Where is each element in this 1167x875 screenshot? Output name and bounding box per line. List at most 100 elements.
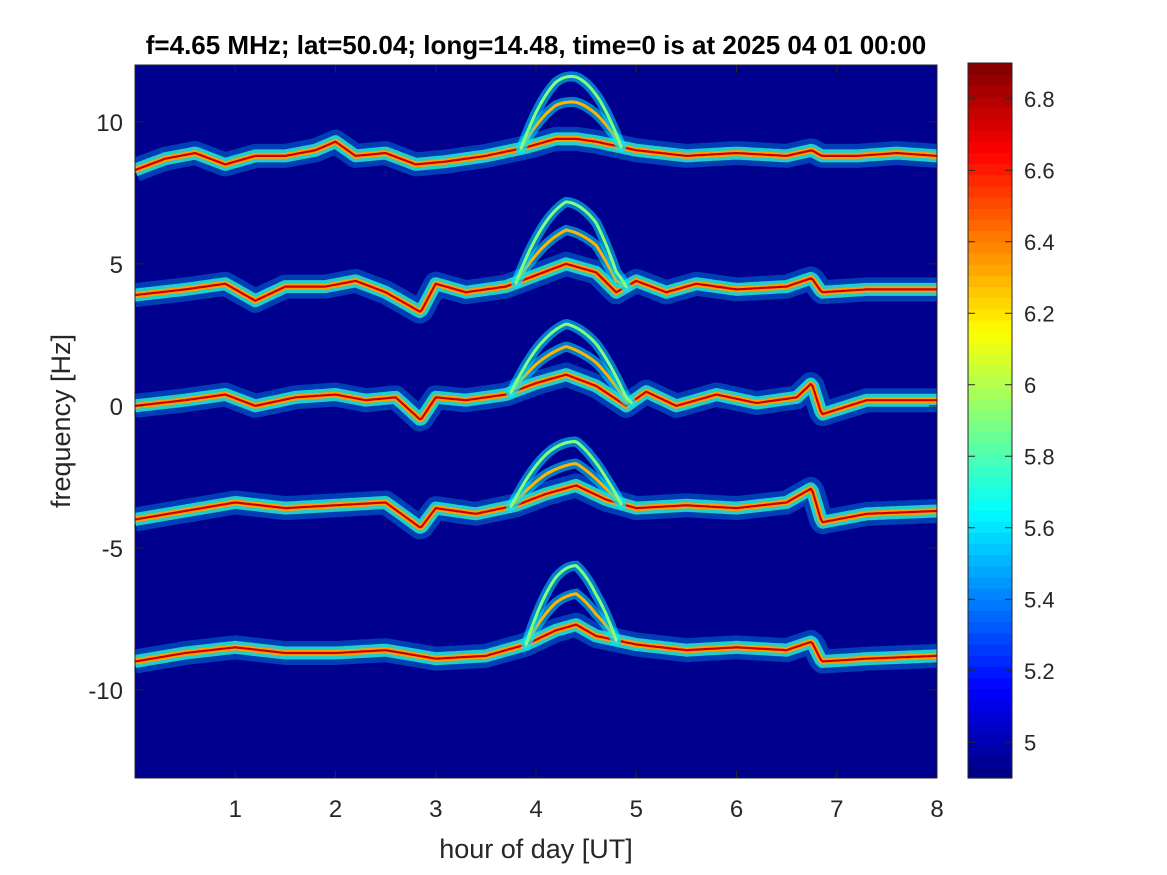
colorbar-segment <box>968 185 1012 198</box>
colorbar-segment <box>968 297 1012 310</box>
echo-arc-line <box>509 345 633 404</box>
colorbar-segment <box>968 375 1012 388</box>
colorbar-segment <box>968 342 1012 355</box>
colorbar-tick-label: 6.8 <box>1024 87 1055 112</box>
colorbar-segment <box>968 96 1012 109</box>
echo-arc-0-0 <box>511 224 632 292</box>
colorbar-segment <box>968 442 1012 455</box>
x-tick-label: 6 <box>730 796 743 823</box>
colorbar-segment <box>968 286 1012 299</box>
colorbar-segment <box>968 532 1012 544</box>
trace-3 <box>135 436 937 540</box>
colorbar-segment <box>968 733 1012 746</box>
echo-arc-line <box>509 439 623 508</box>
colorbar-segment <box>968 454 1012 466</box>
colorbar-segment <box>968 85 1012 98</box>
colorbar-segment <box>968 353 1012 366</box>
colorbar-segment <box>968 610 1012 623</box>
colorbar-segment <box>968 252 1012 265</box>
echo-arc-line <box>509 462 623 508</box>
colorbar-segment <box>968 74 1012 86</box>
colorbar-segment <box>968 208 1012 221</box>
trace-0 <box>135 71 937 182</box>
echo-arc-0-0 <box>516 96 627 154</box>
colorbar-segment <box>968 498 1012 511</box>
y-tick-label: -5 <box>102 536 123 563</box>
colorbar-segment <box>968 431 1012 444</box>
colorbar-segment <box>968 543 1012 556</box>
colorbar-segment <box>968 744 1012 757</box>
colorbar-segment <box>968 643 1012 656</box>
colorbar-segment <box>968 264 1012 276</box>
colorbar-segment <box>968 621 1012 634</box>
echo-arc-line <box>514 200 628 289</box>
colorbar-segment <box>968 632 1012 645</box>
colorbar-segment <box>968 319 1012 332</box>
x-axis: 1 2 3 4 5 6 7 8 <box>229 65 944 823</box>
colorbar-segment <box>968 576 1012 589</box>
trace-core <box>135 262 937 313</box>
colorbar-frame <box>967 62 1013 779</box>
y-axis-title: frequency [Hz] <box>46 334 76 508</box>
colorbar-segment <box>968 174 1012 187</box>
colorbar-segment <box>968 163 1012 176</box>
echo-arc-0-0 <box>505 341 637 408</box>
colorbar-segment <box>968 197 1012 209</box>
chart-title: f=4.65 MHz; lat=50.04; long=14.48, time=… <box>146 30 926 60</box>
echo-arc-0-1 <box>505 319 637 408</box>
spectral-traces <box>135 71 937 674</box>
echo-arc-0-1 <box>505 436 627 512</box>
colorbar-segment <box>968 666 1012 679</box>
colorbar-segment <box>968 677 1012 690</box>
colorbar-segment <box>968 141 1012 153</box>
echo-arc-line <box>519 100 623 150</box>
colorbar-segment <box>968 219 1012 232</box>
trace-core <box>135 484 937 529</box>
x-tick-label: 1 <box>229 796 242 823</box>
y-tick-label: 10 <box>96 110 123 137</box>
echo-arc-0-1 <box>521 560 622 650</box>
x-axis-title: hour of day [UT] <box>439 834 633 864</box>
colorbar-segment <box>968 364 1012 377</box>
colorbar-segment <box>968 655 1012 667</box>
echo-arc-0-0 <box>505 458 627 512</box>
colorbar-segment <box>968 230 1012 243</box>
colorbar-tick-label: 5.2 <box>1024 659 1055 684</box>
y-axis: 10 5 0 -5 -10 <box>88 110 937 705</box>
colorbar-segment <box>968 722 1012 734</box>
colorbar-segment <box>968 275 1012 288</box>
colorbar-segment <box>968 465 1012 477</box>
colorbar-tick-label: 6.2 <box>1024 301 1055 326</box>
x-tick-label: 2 <box>329 796 342 823</box>
trace-core <box>135 623 937 663</box>
colorbar-segment <box>968 63 1012 75</box>
trace-1 <box>135 196 937 324</box>
colorbar: 6.8 6.6 6.4 6.2 6 5.8 5.6 5.4 5.2 5 <box>967 62 1055 779</box>
colorbar-segment <box>968 509 1012 522</box>
colorbar-segment <box>968 386 1012 399</box>
colorbar-segment <box>968 118 1012 131</box>
trace-2 <box>135 319 937 432</box>
colorbar-segment <box>968 599 1012 612</box>
echo-arc-0-1 <box>516 71 627 154</box>
colorbar-segment <box>968 409 1012 422</box>
echo-arc-line <box>509 322 633 404</box>
colorbar-tick-label: 5.8 <box>1024 444 1055 469</box>
trace-core <box>135 373 937 421</box>
colorbar-segment <box>968 554 1012 567</box>
echo-arc-0-0 <box>521 588 622 650</box>
x-tick-label: 4 <box>529 796 542 823</box>
colorbar-segment <box>968 588 1012 600</box>
colorbar-segment <box>968 521 1012 533</box>
trace-core <box>135 137 937 172</box>
echo-arc-line <box>524 592 618 646</box>
colorbar-tick-label: 5.6 <box>1024 516 1055 541</box>
plot-area <box>134 64 938 779</box>
colorbar-segment <box>968 398 1012 410</box>
colorbar-segment <box>968 476 1012 489</box>
y-tick-label: -10 <box>88 678 123 705</box>
plot-background <box>135 65 937 778</box>
colorbar-segment <box>968 308 1012 321</box>
colorbar-segment <box>968 241 1012 254</box>
y-tick-label: 0 <box>110 394 123 421</box>
